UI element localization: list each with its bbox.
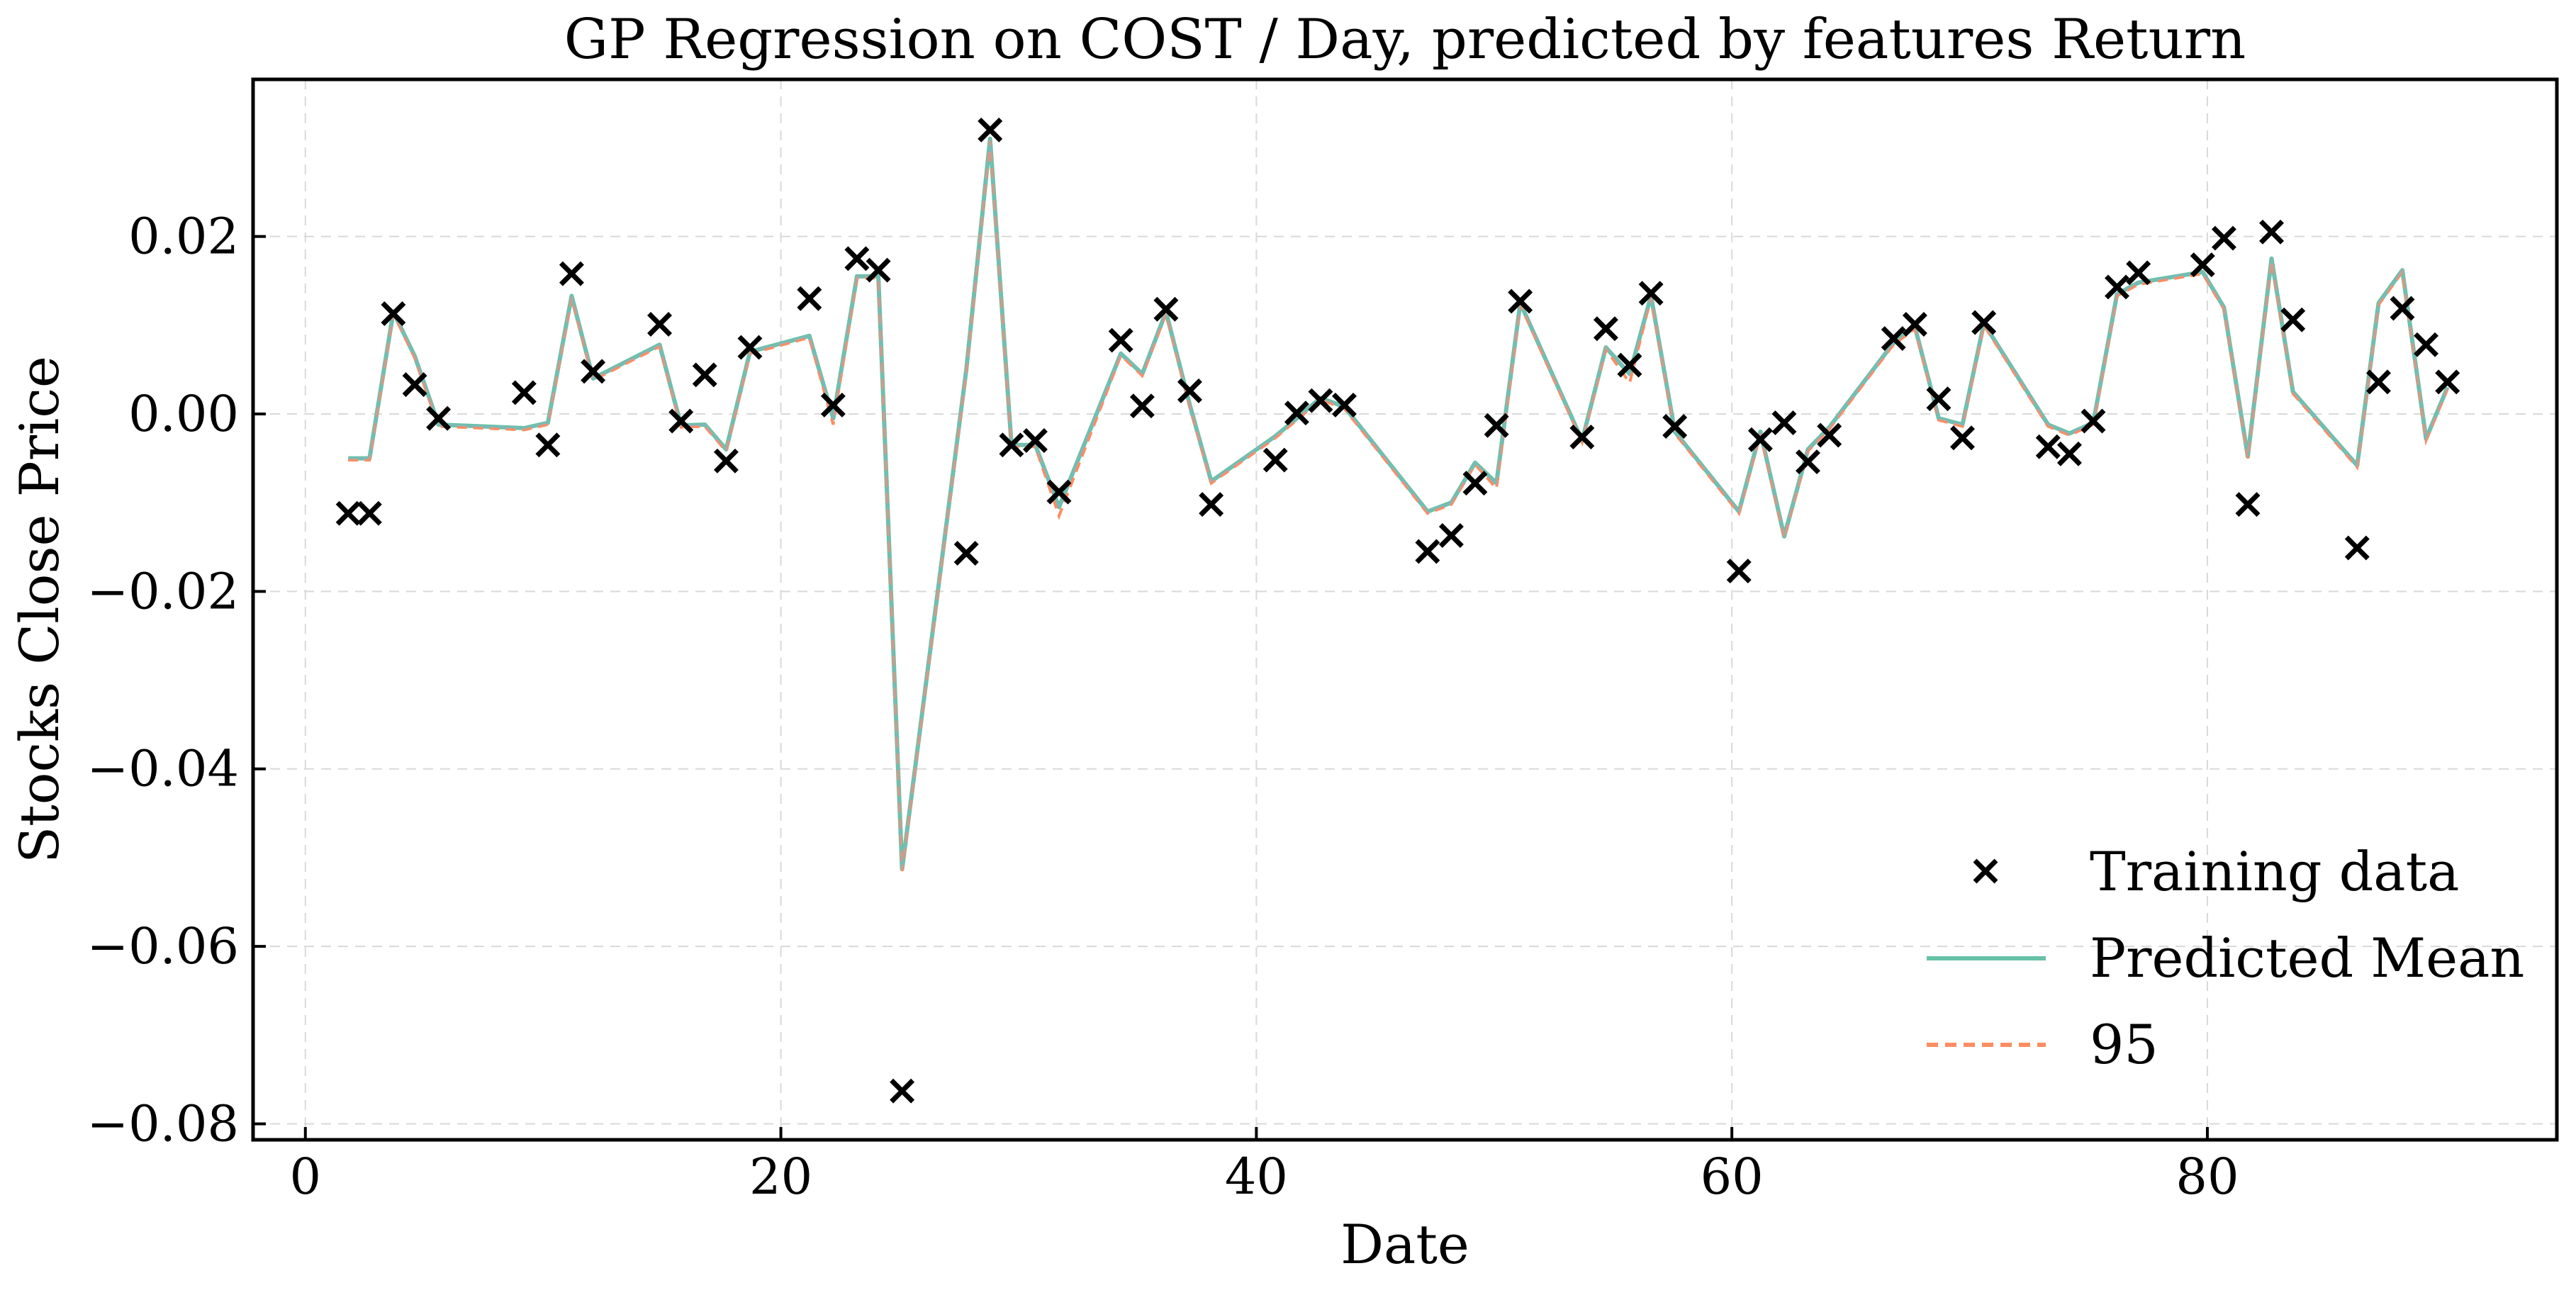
grid-lines (253, 79, 2557, 1140)
training-data-point (559, 261, 584, 286)
confidence-95-line (348, 140, 2449, 871)
training-data-point (1902, 312, 1927, 337)
training-data-point (2126, 260, 2151, 286)
x-tick-label: 40 (1225, 1148, 1288, 1206)
legend-item-95: 95 (1927, 1013, 2158, 1076)
training-data-point (1129, 393, 1155, 419)
legend-item-predicted-mean: Predicted Mean (1927, 926, 2524, 990)
training-data-point (581, 359, 606, 384)
axis-ticks: 0 20 40 60 80 0.02 0.00 −0.02 −0.04 −0.06 −0.08 (86, 208, 2239, 1206)
training-data-point (1262, 447, 1288, 473)
plot-series (335, 117, 2460, 1104)
training-data-point (2414, 332, 2439, 357)
training-data-point (2211, 225, 2236, 251)
training-data-point (2344, 535, 2370, 561)
training-data-point (647, 312, 673, 337)
training-data-point (1438, 522, 1464, 548)
training-data-point (535, 432, 561, 458)
x-tick-label: 20 (749, 1148, 812, 1206)
training-data-point (713, 448, 739, 474)
training-data-point (1462, 471, 1488, 496)
training-data-point (999, 432, 1024, 458)
training-data-point (1771, 410, 1797, 435)
training-data-point (844, 246, 870, 271)
training-data-point (1726, 559, 1752, 584)
training-data-point (1971, 310, 1997, 335)
chart-title: GP Regression on COST / Day, predicted b… (564, 8, 2246, 72)
training-data-point (2259, 219, 2284, 245)
training-data-point (1046, 479, 1072, 505)
legend-x-marker (1973, 858, 1998, 884)
training-data-point (335, 500, 361, 526)
training-data-point (1569, 425, 1595, 449)
training-data-point (1153, 296, 1179, 322)
legend-item-training-data: Training data (1973, 840, 2459, 903)
y-tick-label: −0.02 (86, 562, 239, 620)
plot-frame (251, 77, 2559, 1142)
training-data-point (1617, 352, 1642, 378)
training-data-point (668, 408, 694, 434)
x-tick-label: 0 (290, 1148, 322, 1206)
training-data-point (511, 380, 537, 405)
training-data-point (1950, 425, 1975, 451)
training-data-point (1284, 400, 1309, 426)
training-data-point (692, 362, 717, 388)
training-data-point (2235, 492, 2261, 517)
training-data-point (1926, 386, 1951, 412)
training-data-point (357, 500, 382, 526)
training-data-point (1108, 327, 1133, 353)
training-data-point (820, 392, 846, 418)
training-data-point (2280, 307, 2306, 332)
predicted-mean-line (348, 136, 2450, 872)
x-tick-label: 60 (1701, 1148, 1764, 1206)
training-data-point (866, 257, 891, 283)
training-data-point (2365, 369, 2391, 395)
y-tick-label: 0.02 (128, 208, 239, 266)
y-tick-label: 0.00 (128, 385, 239, 443)
training-data-point (426, 405, 452, 431)
training-data-point (1308, 388, 1333, 413)
training-data-point (1817, 422, 1842, 448)
training-data-point (1177, 378, 1202, 403)
legend: Training data Predicted Mean 95 (1927, 840, 2524, 1076)
training-data-point (2390, 296, 2415, 321)
training-data-point (1881, 326, 1906, 352)
training-data-point (1508, 288, 1533, 314)
training-data-point (2081, 408, 2106, 434)
training-data-point (1022, 428, 1048, 453)
y-tick-label: −0.04 (86, 740, 239, 798)
training-data-point (1484, 413, 1509, 438)
training-data-point (978, 117, 1003, 142)
x-axis-label: Date (1340, 1213, 1469, 1276)
training-data-point (2056, 441, 2082, 466)
training-data-point (1199, 492, 1224, 517)
training-data-point (2035, 434, 2061, 459)
training-data-point (2105, 274, 2129, 300)
training-data-point (1415, 539, 1440, 564)
training-data-point (2190, 252, 2215, 278)
y-tick-label: −0.06 (86, 917, 239, 975)
training-data-point (1662, 414, 1688, 439)
legend-label-training-data: Training data (2090, 840, 2459, 903)
training-data-point (1638, 281, 1664, 306)
y-tick-label: −0.08 (86, 1094, 239, 1153)
training-data-point (1331, 392, 1357, 418)
training-data-point (737, 335, 763, 360)
training-data-point (890, 1078, 915, 1104)
training-data-point (1593, 316, 1618, 342)
x-tick-label: 80 (2175, 1148, 2239, 1206)
predicted-mean-overlay (348, 138, 2449, 870)
training-data-point (2435, 369, 2460, 395)
legend-label-predicted-mean: Predicted Mean (2090, 926, 2524, 990)
y-axis-label: Stocks Close Price (8, 356, 71, 863)
training-data-point (1747, 427, 1773, 452)
training-data-point (953, 541, 979, 566)
training-data-point (1796, 449, 1820, 475)
legend-label-95: 95 (2090, 1013, 2158, 1076)
training-data-point (402, 372, 427, 398)
training-data-point (797, 286, 822, 311)
training-data-point (381, 301, 406, 326)
